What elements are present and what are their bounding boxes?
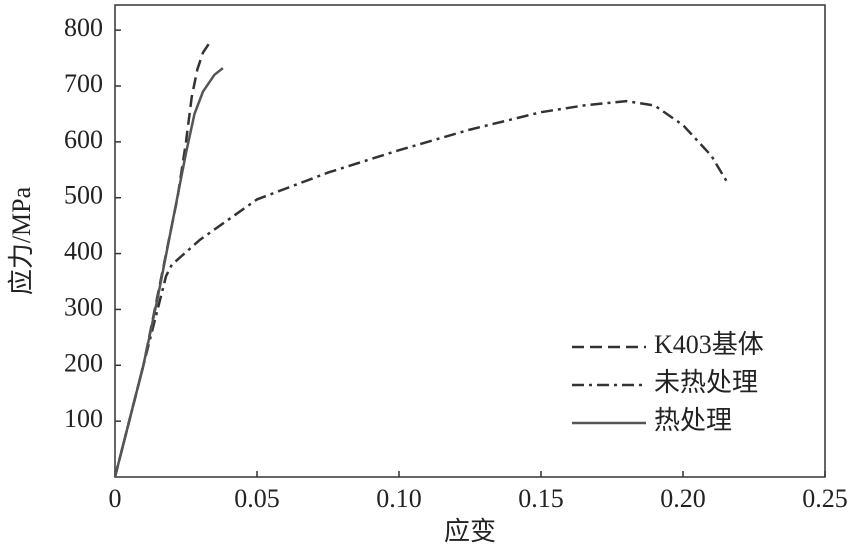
x-tick-label: 0.05 <box>234 484 280 513</box>
plot-frame <box>114 4 826 478</box>
x-tick-label: 0 <box>109 484 122 513</box>
x-tick-label: 0.15 <box>518 484 564 513</box>
data-line <box>113 67 224 478</box>
y-tick-label: 600 <box>64 125 103 154</box>
x-axis-label: 应变 <box>444 517 496 546</box>
y-tick-label: 700 <box>64 69 103 98</box>
legend-label: 热处理 <box>654 406 732 435</box>
x-tick-label: 0.20 <box>660 484 706 513</box>
y-tick-label: 300 <box>64 292 103 321</box>
y-tick-label: 200 <box>64 348 103 377</box>
y-tick-label: 400 <box>64 237 103 266</box>
x-tick-label: 0.10 <box>376 484 422 513</box>
y-tick-label: 100 <box>64 404 103 433</box>
y-tick-label: 500 <box>64 181 103 210</box>
x-tick-label: 0.25 <box>802 484 848 513</box>
data-line <box>113 99 730 478</box>
y-axis-label: 应力/MPa <box>7 186 36 295</box>
legend-label: 未热处理 <box>654 368 758 397</box>
y-tick-label: 800 <box>64 13 103 42</box>
legend-label: K403基体 <box>654 330 764 359</box>
